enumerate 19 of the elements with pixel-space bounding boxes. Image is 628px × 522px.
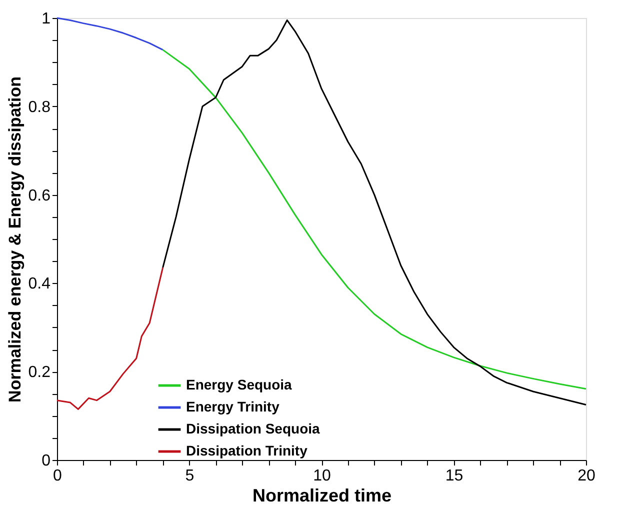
legend-label: Energy Trinity — [186, 398, 280, 414]
legend-label: Dissipation Sequoia — [186, 420, 320, 436]
line-series — [56, 266, 164, 410]
x-tick-label: 10 — [313, 468, 331, 484]
y-tick-label: 0.2 — [28, 364, 51, 382]
x-tick-label: 0 — [53, 468, 62, 484]
x-tick-label: 20 — [578, 468, 596, 484]
line-series — [56, 17, 164, 51]
x-axis-title: Normalized time — [252, 486, 392, 506]
y-tick-label: 1 — [42, 10, 51, 28]
y-axis-title: Normalized energy & Energy dissipation — [5, 76, 24, 402]
y-tick-label: 0.4 — [28, 276, 51, 293]
legend-label: Energy Sequoia — [186, 376, 292, 392]
legend-label: Dissipation Trinity — [186, 442, 308, 458]
y-tick-label: 0 — [42, 452, 51, 470]
y-tick-label: 0.6 — [28, 187, 51, 204]
x-tick-label: 5 — [185, 468, 194, 484]
x-tick-label: 15 — [445, 468, 464, 484]
y-tick-label: 0.8 — [28, 98, 51, 116]
